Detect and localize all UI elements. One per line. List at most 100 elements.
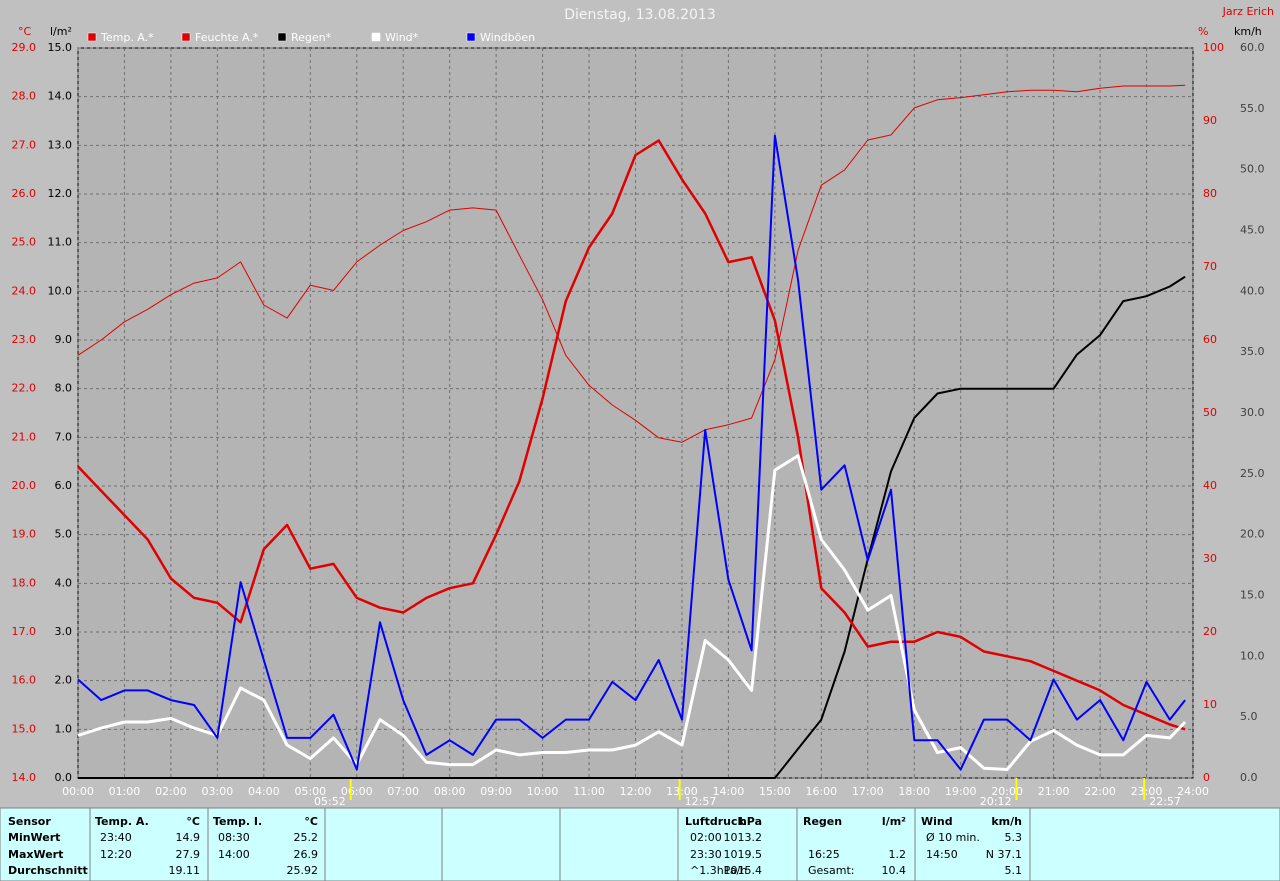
table-cell: 08:30	[218, 831, 250, 844]
y-tick-label: 50	[1203, 406, 1217, 419]
stats-table	[0, 807, 1280, 881]
table-cell: 12:20	[100, 848, 132, 861]
y-tick-label: 1.0	[55, 722, 73, 735]
table-header: hPa	[739, 815, 762, 828]
table-cell: N 37.1	[986, 848, 1022, 861]
y-tick-label: 20.0	[1240, 528, 1265, 541]
x-tick-label: 11:00	[573, 785, 605, 798]
x-tick-label: 24:00	[1177, 785, 1209, 798]
table-cell: 1.2	[889, 848, 907, 861]
series-line	[78, 275, 1186, 779]
y-tick-label: 80	[1203, 187, 1217, 200]
y-tick-label: 19.0	[12, 528, 37, 541]
x-tick-label: 02:00	[155, 785, 187, 798]
table-header: Temp. A.	[95, 815, 149, 828]
y-tick-label: 60	[1203, 333, 1217, 346]
legend-label: Feuchte A.*	[195, 31, 259, 44]
y-unit: °C	[18, 25, 32, 38]
y-tick-label: 35.0	[1240, 345, 1265, 358]
y-tick-label: 6.0	[55, 479, 73, 492]
y-tick-label: 13.0	[48, 138, 73, 151]
table-header: l/m²	[882, 815, 906, 828]
x-tick-label: 19:00	[945, 785, 977, 798]
y-tick-label: 4.0	[55, 576, 73, 589]
x-tick-label: 20:00	[991, 785, 1023, 798]
table-cell: ^1.3hPa/h	[690, 864, 747, 877]
y-tick-label: 7.0	[55, 430, 73, 443]
table-header: Sensor	[8, 815, 51, 828]
table-cell: 27.9	[176, 848, 201, 861]
y-tick-label: 5.0	[55, 528, 73, 541]
x-tick-label: 23:00	[1131, 785, 1163, 798]
y-tick-label: 15.0	[1240, 589, 1265, 602]
legend-swatch	[277, 32, 287, 42]
y-tick-label: 0.0	[1240, 771, 1258, 784]
x-tick-label: 16:00	[805, 785, 837, 798]
y-tick-label: 14.0	[12, 771, 37, 784]
x-tick-label: 08:00	[434, 785, 466, 798]
x-tick-label: 18:00	[898, 785, 930, 798]
x-tick-label: 00:00	[62, 785, 94, 798]
table-cell: 25.92	[287, 864, 319, 877]
y-tick-label: 22.0	[12, 382, 37, 395]
table-cell: 1013.2	[724, 831, 763, 844]
x-tick-label: 04:00	[248, 785, 280, 798]
table-header: °C	[304, 815, 318, 828]
y-tick-label: 0.0	[55, 771, 73, 784]
y-tick-label: 90	[1203, 114, 1217, 127]
table-cell: 10.4	[882, 864, 907, 877]
y-tick-label: 0	[1203, 771, 1210, 784]
y-tick-label: 20	[1203, 625, 1217, 638]
table-cell: Durchschnitt	[8, 864, 88, 877]
table-cell: 23:30	[690, 848, 722, 861]
y-tick-label: 40	[1203, 479, 1217, 492]
x-tick-label: 05:00	[294, 785, 326, 798]
y-tick-label: 17.0	[12, 625, 37, 638]
x-tick-label: 09:00	[480, 785, 512, 798]
table-cell: 23:40	[100, 831, 132, 844]
y-tick-label: 8.0	[55, 382, 73, 395]
x-tick-label: 06:00	[341, 785, 373, 798]
y-tick-label: 24.0	[12, 284, 37, 297]
x-tick-label: 14:00	[713, 785, 745, 798]
table-cell: 5.1	[1005, 864, 1023, 877]
y-tick-label: 23.0	[12, 333, 37, 346]
table-cell: 19.11	[169, 864, 201, 877]
table-header: km/h	[991, 815, 1022, 828]
legend-label: Wind*	[385, 31, 419, 44]
x-tick-label: 03:00	[202, 785, 234, 798]
legend-swatch	[466, 32, 476, 42]
y3-unit: l/m²	[50, 25, 72, 38]
chart-title: Dienstag, 13.08.2013	[564, 7, 715, 23]
legend-label: Regen*	[291, 31, 332, 44]
y-tick-label: 20.0	[12, 479, 37, 492]
y-tick-label: 10.0	[1240, 649, 1265, 662]
series-line	[77, 139, 1186, 731]
x-tick-label: 12:00	[620, 785, 652, 798]
y-tick-label: 12.0	[48, 187, 73, 200]
x-tick-label: 13:00	[666, 785, 698, 798]
table-header: Temp. I.	[213, 815, 262, 828]
table-cell: 1019.5	[724, 848, 763, 861]
y-tick-label: 70	[1203, 260, 1217, 273]
y-tick-label: 21.0	[12, 430, 37, 443]
x-tick-label: 22:00	[1084, 785, 1116, 798]
y-tick-label: 3.0	[55, 625, 73, 638]
table-cell: Gesamt:	[808, 864, 855, 877]
y4-unit: km/h	[1234, 25, 1262, 38]
event-label: 12:57	[685, 795, 717, 808]
author: Jarz Erich	[1222, 5, 1274, 18]
series-line	[77, 84, 1186, 443]
x-tick-label: 01:00	[109, 785, 141, 798]
table-cell: 14:50	[926, 848, 958, 861]
legend-label: Temp. A.*	[100, 31, 154, 44]
table-header: °C	[186, 815, 200, 828]
y-tick-label: 18.0	[12, 576, 37, 589]
x-tick-label: 10:00	[527, 785, 559, 798]
table-cell: MaxWert	[8, 848, 63, 861]
y-tick-label: 40.0	[1240, 284, 1265, 297]
table-cell: 1015.4	[724, 864, 763, 877]
legend-swatch	[371, 32, 381, 42]
y-tick-label: 100	[1203, 41, 1224, 54]
